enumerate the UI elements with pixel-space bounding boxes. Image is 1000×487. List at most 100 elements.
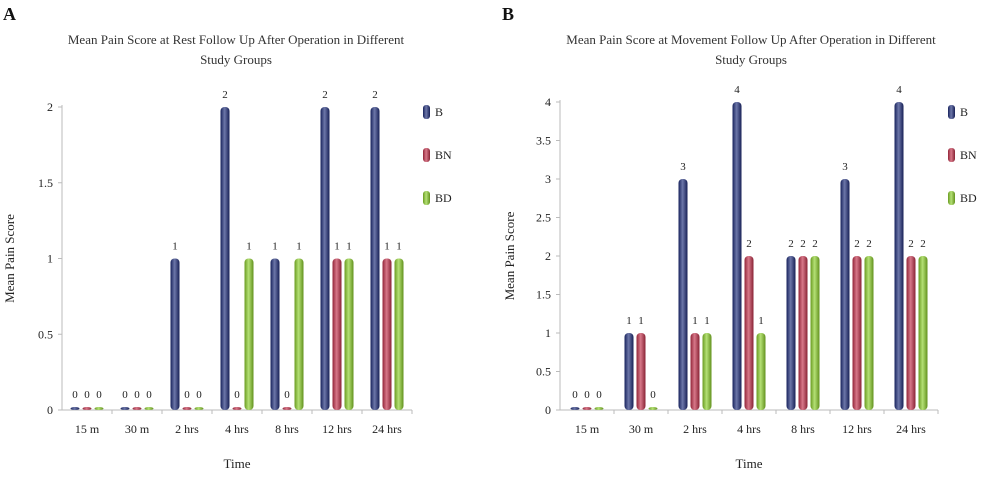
chart-a-x-tick-label: 30 m xyxy=(125,422,150,436)
chart-b-bar-bn xyxy=(798,256,808,410)
chart-a-x-axis-label: Time xyxy=(224,456,251,471)
chart-b-x-tick-label: 30 m xyxy=(629,422,654,436)
chart-a-data-label: 1 xyxy=(296,241,302,253)
chart-a-x-tick-label: 12 hrs xyxy=(322,422,352,436)
chart-a-title-line: Mean Pain Score at Rest Follow Up After … xyxy=(68,32,405,47)
chart-a-title-line: Study Groups xyxy=(200,52,272,67)
chart-b-x-tick-label: 12 hrs xyxy=(842,422,872,436)
chart-b-bar-bn xyxy=(582,407,592,410)
chart-a-data-label: 0 xyxy=(184,389,190,401)
chart-b-y-axis-label: Mean Pain Score xyxy=(502,211,517,300)
chart-a-bar-bd xyxy=(344,258,354,410)
chart-b-x-tick-label: 8 hrs xyxy=(791,422,815,436)
chart-b-bar-b xyxy=(840,179,850,410)
chart-a-bar-b xyxy=(70,407,80,410)
chart-b-bar-bd xyxy=(810,256,820,410)
chart-b-data-label: 2 xyxy=(866,238,872,250)
chart-b-y-tick-label: 3.5 xyxy=(536,134,551,148)
chart-a-bar-bd xyxy=(194,407,204,410)
chart-b-legend-swatch-bd xyxy=(948,191,955,205)
chart-b-data-label: 1 xyxy=(692,315,698,327)
chart-a-bar-b xyxy=(120,407,130,410)
chart-b-data-label: 4 xyxy=(896,84,902,96)
chart-b-data-label: 1 xyxy=(626,315,632,327)
chart-a-legend-swatch-bn xyxy=(423,148,430,162)
chart-panel-b: B Mean Pain Score at Movement Follow Up A… xyxy=(500,0,1000,482)
chart-a-data-label: 0 xyxy=(96,389,102,401)
chart-b-x-tick-label: 24 hrs xyxy=(896,422,926,436)
chart-b-data-label: 0 xyxy=(596,389,602,401)
chart-a-y-tick-label: 1 xyxy=(47,252,53,266)
chart-b-x-tick-label: 4 hrs xyxy=(737,422,761,436)
chart-b-x-tick-label: 15 m xyxy=(575,422,600,436)
chart-a-x-tick-label: 4 hrs xyxy=(225,422,249,436)
chart-b-bar-bd xyxy=(756,333,766,410)
chart-a-data-label: 1 xyxy=(334,241,340,253)
chart-b-bar-b xyxy=(786,256,796,410)
chart-b-x-tick-label: 2 hrs xyxy=(683,422,707,436)
chart-b-data-label: 2 xyxy=(812,238,818,250)
chart-b-bar-bd xyxy=(648,407,658,410)
chart-a-y-tick-label: 0.5 xyxy=(38,327,53,341)
chart-a-data-label: 2 xyxy=(322,89,328,101)
chart-a-bar-bd xyxy=(94,407,104,410)
chart-a-bar-bn xyxy=(382,258,392,410)
chart-a-data-label: 0 xyxy=(284,389,290,401)
chart-b-bar-bd xyxy=(918,256,928,410)
chart-b-legend-label: BN xyxy=(960,148,977,162)
chart-a-data-label: 0 xyxy=(72,389,78,401)
chart-b-data-label: 2 xyxy=(854,238,860,250)
chart-a-bar-bn xyxy=(282,407,292,410)
chart-b-bar-bn xyxy=(636,333,646,410)
chart-b-data-label: 4 xyxy=(734,84,740,96)
chart-a-data-label: 0 xyxy=(196,389,202,401)
chart-a-data-label: 1 xyxy=(396,241,402,253)
chart-a-svg: A Mean Pain Score at Rest Follow Up After… xyxy=(2,4,452,471)
chart-a-data-label: 1 xyxy=(246,241,252,253)
chart-a-bar-b xyxy=(170,258,180,410)
chart-b-y-tick-label: 0.5 xyxy=(536,365,551,379)
chart-b-svg: B Mean Pain Score at Movement Follow Up A… xyxy=(502,4,977,471)
chart-a-bar-bn xyxy=(132,407,142,410)
chart-a-y-axis-label: Mean Pain Score xyxy=(2,214,17,303)
chart-a-x-tick-label: 15 m xyxy=(75,422,100,436)
chart-b-panel-letter: B xyxy=(502,4,514,24)
chart-b-bar-b xyxy=(678,179,688,410)
chart-b-data-label: 2 xyxy=(908,238,914,250)
chart-b-data-label: 2 xyxy=(800,238,806,250)
chart-a-data-label: 0 xyxy=(84,389,90,401)
chart-a-data-label: 1 xyxy=(346,241,352,253)
chart-b-legend-swatch-bn xyxy=(948,148,955,162)
chart-a-data-label: 2 xyxy=(222,89,228,101)
chart-a-bar-bn xyxy=(232,407,242,410)
chart-b-title-line: Mean Pain Score at Movement Follow Up Af… xyxy=(566,32,936,47)
chart-panel-a: A Mean Pain Score at Rest Follow Up After… xyxy=(0,0,500,482)
chart-a-x-tick-label: 8 hrs xyxy=(275,422,299,436)
chart-a-y-tick-label: 1.5 xyxy=(38,176,53,190)
chart-a-data-label: 2 xyxy=(372,89,378,101)
chart-a-bar-bd xyxy=(394,258,404,410)
chart-a-legend-label: B xyxy=(435,105,443,119)
chart-a-bar-bn xyxy=(82,407,92,410)
chart-a-x-tick-label: 2 hrs xyxy=(175,422,199,436)
chart-b-data-label: 3 xyxy=(680,161,686,173)
chart-b-y-tick-label: 1.5 xyxy=(536,288,551,302)
chart-b-data-label: 0 xyxy=(572,389,578,401)
chart-b-y-tick-label: 3 xyxy=(545,172,551,186)
chart-b-data-label: 3 xyxy=(842,161,848,173)
chart-a-panel-letter: A xyxy=(3,4,16,24)
chart-a-bar-b xyxy=(320,107,330,410)
chart-b-title-line: Study Groups xyxy=(715,52,787,67)
chart-a-legend-label: BN xyxy=(435,148,452,162)
chart-b-bar-bn xyxy=(906,256,916,410)
chart-a-y-tick-label: 2 xyxy=(47,100,53,114)
chart-b-bar-b xyxy=(624,333,634,410)
chart-b-x-axis-label: Time xyxy=(736,456,763,471)
chart-b-bar-bd xyxy=(702,333,712,410)
chart-b-legend-label: B xyxy=(960,105,968,119)
chart-b-y-tick-label: 2 xyxy=(545,249,551,263)
chart-b-legend-swatch-b xyxy=(948,105,955,119)
chart-a-legend-label: BD xyxy=(435,191,452,205)
chart-b-bar-b xyxy=(570,407,580,410)
chart-b-data-label: 2 xyxy=(920,238,926,250)
